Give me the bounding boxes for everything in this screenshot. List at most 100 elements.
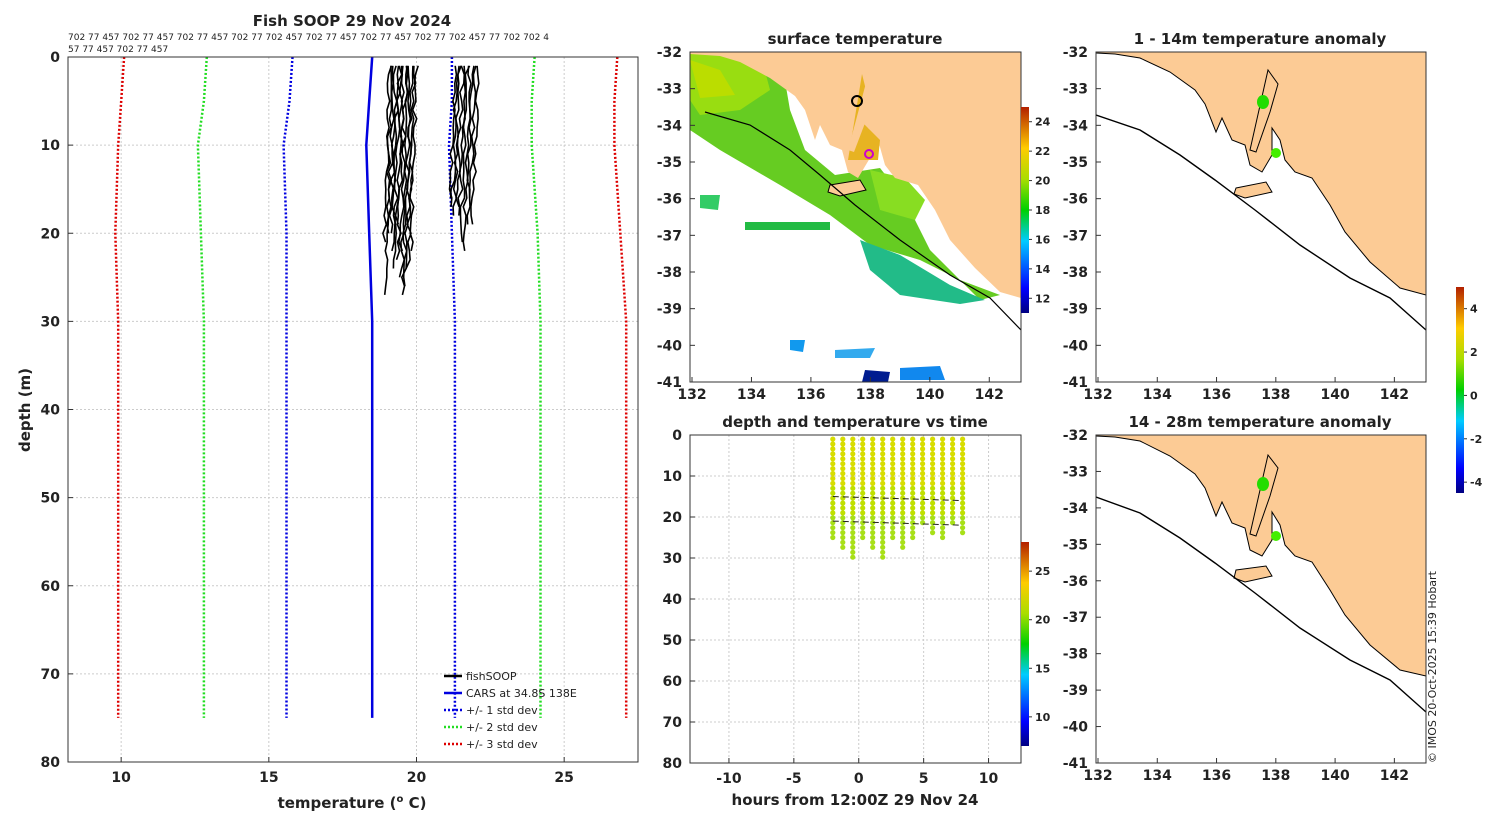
anom2-xtick-label: 136 [1202, 768, 1231, 784]
profile-xtick-label: 25 [554, 770, 573, 786]
dvt-point [880, 534, 886, 541]
dvt-point [900, 451, 906, 457]
anom1-map [1096, 52, 1426, 382]
sst-ytick-label: -40 [657, 338, 683, 354]
dvt-point [880, 466, 886, 472]
profile-ytick-label: 60 [41, 579, 61, 595]
dvt-ticks: -10 -5 0 5 10 0 10 20 30 40 50 60 70 80 [663, 428, 999, 787]
dvt-point [850, 530, 856, 536]
sst-blue-3 [835, 348, 875, 358]
dvt-point [920, 480, 926, 486]
dvt-xtick-label: -10 [716, 771, 742, 787]
dvt-point [850, 480, 856, 486]
dvt-point [910, 515, 916, 521]
dvt-point [840, 500, 846, 506]
dvt-point [850, 534, 856, 541]
dvt-point [920, 490, 926, 496]
dvt-point [890, 495, 896, 501]
sst-patch [870, 170, 925, 220]
dvt-point [870, 515, 876, 521]
dvt-point [910, 461, 916, 467]
dvt-point [920, 510, 926, 516]
anom2-ytick-label: -35 [1063, 537, 1088, 553]
dvt-point [840, 461, 846, 467]
dvt-point [830, 485, 836, 491]
fishsoop-cast [398, 65, 409, 278]
dvt-point [900, 446, 906, 452]
dvt-point [890, 461, 896, 467]
sst-bathymetry-line [704, 111, 1021, 331]
dvt-ytick-label: 30 [663, 551, 683, 567]
dvt-gridlines [690, 434, 1021, 764]
dvt-point [910, 530, 916, 536]
anom2-xtick-label: 142 [1380, 768, 1409, 784]
dvt-point [910, 485, 916, 491]
anom2-axes-frame [1095, 434, 1427, 764]
dvt-point [900, 470, 906, 477]
dvt-point [890, 500, 896, 506]
dvt-point [860, 520, 866, 526]
dvt-point [880, 441, 886, 447]
profile-title: Fish SOOP 29 Nov 2024 [253, 12, 451, 30]
dvt-point [860, 485, 866, 491]
dvt-point [950, 436, 956, 442]
sst-xtick-label: 134 [737, 387, 766, 403]
dvt-point [840, 446, 846, 452]
anom2-bathymetry-line [1096, 496, 1426, 713]
sst-cbar-tick-label: 14 [1035, 263, 1051, 276]
anom1-xtick-label: 134 [1143, 387, 1172, 403]
dvt-point [900, 461, 906, 467]
anom1-xtick-label: 142 [1380, 387, 1409, 403]
profile-ytick-label: 80 [41, 755, 61, 771]
fishsoop-cast [457, 65, 467, 216]
dvt-point [900, 475, 906, 482]
dvt-point [840, 470, 846, 477]
dvt-point [870, 441, 876, 447]
dvt-point [930, 475, 936, 482]
profile-ytick-label: 20 [41, 226, 61, 242]
dvt-point [960, 500, 966, 506]
fishsoop-cast [383, 65, 393, 295]
anom2-ytick-label: -33 [1063, 464, 1088, 480]
dvt-point [930, 505, 936, 511]
dvt-point [830, 436, 836, 442]
sst-ytick-label: -32 [657, 45, 682, 61]
anom1-ytick-label: -41 [1063, 375, 1088, 391]
dvt-point [860, 515, 866, 521]
profile-ylabel: depth (m) [16, 368, 34, 452]
dvt-point [890, 475, 896, 482]
dvt-cbar-tick-label: 10 [1035, 711, 1051, 724]
dvt-point [870, 475, 876, 482]
sst-colorbar-ticks: 12 14 16 18 20 22 24 [1029, 116, 1051, 305]
dvt-point [870, 520, 876, 526]
dvt-point [960, 470, 966, 477]
dvt-point [930, 441, 936, 447]
dvt-point [900, 456, 906, 462]
dvt-point [940, 505, 946, 511]
dvt-point [950, 456, 956, 462]
sst-cbar-tick-label: 16 [1035, 233, 1051, 246]
dvt-point [920, 505, 926, 511]
anom2-xtick-label: 140 [1320, 768, 1349, 784]
dvt-point [880, 515, 886, 521]
dvt-point [940, 525, 946, 531]
dvt-xtick-label: 10 [979, 771, 999, 787]
dvt-point [930, 525, 936, 531]
dvt-point [920, 475, 926, 482]
dvt-point [840, 539, 846, 546]
dvt-point [940, 485, 946, 491]
credit-text: © IMOS 20-Oct-2025 15:39 Hobart [1426, 570, 1439, 763]
profile-line--1-std-dev [282, 56, 294, 718]
sst-cbar-tick-label: 20 [1035, 175, 1051, 188]
dvt-point [930, 485, 936, 491]
anom1-point-2 [1271, 148, 1281, 158]
dvt-point [910, 446, 916, 452]
dvt-point [900, 520, 906, 526]
dvt-point [910, 470, 916, 477]
dvt-point [890, 534, 896, 541]
dvt-point [830, 480, 836, 486]
dvt-point [850, 451, 856, 457]
anom1-title: 1 - 14m temperature anomaly [1134, 30, 1387, 48]
dvt-colorbar [1021, 542, 1029, 746]
